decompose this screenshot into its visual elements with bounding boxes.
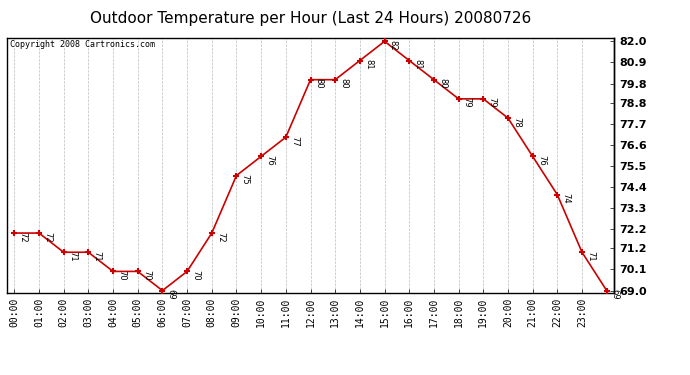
Text: 71: 71 <box>92 251 101 261</box>
Text: 71: 71 <box>586 251 595 261</box>
Text: 70: 70 <box>117 270 126 280</box>
Text: 80: 80 <box>438 78 447 89</box>
Text: 81: 81 <box>364 59 373 70</box>
Text: 79: 79 <box>487 98 496 108</box>
Text: 80: 80 <box>339 78 348 89</box>
Text: 70: 70 <box>191 270 200 280</box>
Text: 72: 72 <box>216 232 225 242</box>
Text: 71: 71 <box>68 251 77 261</box>
Text: 72: 72 <box>19 232 28 242</box>
Text: 69: 69 <box>611 289 620 300</box>
Text: Outdoor Temperature per Hour (Last 24 Hours) 20080726: Outdoor Temperature per Hour (Last 24 Ho… <box>90 11 531 26</box>
Text: 78: 78 <box>512 117 521 128</box>
Text: 80: 80 <box>315 78 324 89</box>
Text: 81: 81 <box>413 59 422 70</box>
Text: 72: 72 <box>43 232 52 242</box>
Text: 70: 70 <box>142 270 151 280</box>
Text: 77: 77 <box>290 136 299 147</box>
Text: Copyright 2008 Cartronics.com: Copyright 2008 Cartronics.com <box>10 40 155 49</box>
Text: 82: 82 <box>388 40 397 51</box>
Text: 79: 79 <box>463 98 472 108</box>
Text: 75: 75 <box>241 174 250 185</box>
Text: 76: 76 <box>537 155 546 166</box>
Text: 74: 74 <box>562 194 571 204</box>
Text: 69: 69 <box>166 289 175 300</box>
Text: 76: 76 <box>265 155 275 166</box>
